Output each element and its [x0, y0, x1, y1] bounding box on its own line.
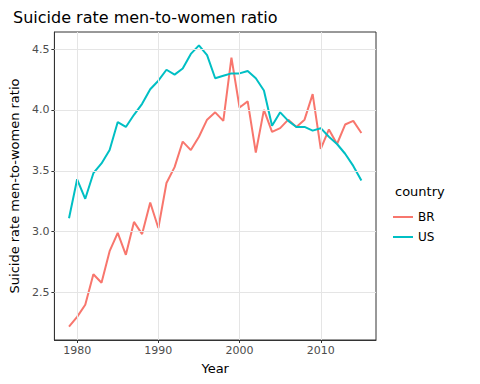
svg-text:BR: BR: [418, 210, 435, 224]
svg-text:4.0: 4.0: [32, 103, 50, 116]
svg-text:2000: 2000: [226, 344, 254, 357]
svg-text:3.5: 3.5: [32, 164, 50, 177]
svg-text:Suicide rate men-to-women rati: Suicide rate men-to-women ratio: [7, 78, 22, 293]
svg-text:4.5: 4.5: [32, 43, 50, 56]
svg-text:Suicide rate men-to-women rati: Suicide rate men-to-women ratio: [13, 8, 278, 27]
svg-text:country: country: [395, 184, 445, 199]
svg-text:3.0: 3.0: [32, 225, 50, 238]
svg-text:2.5: 2.5: [32, 286, 50, 299]
svg-text:US: US: [418, 230, 434, 244]
svg-text:1980: 1980: [63, 344, 91, 357]
svg-text:1990: 1990: [144, 344, 172, 357]
svg-text:2010: 2010: [307, 344, 335, 357]
svg-text:Year: Year: [200, 361, 229, 376]
